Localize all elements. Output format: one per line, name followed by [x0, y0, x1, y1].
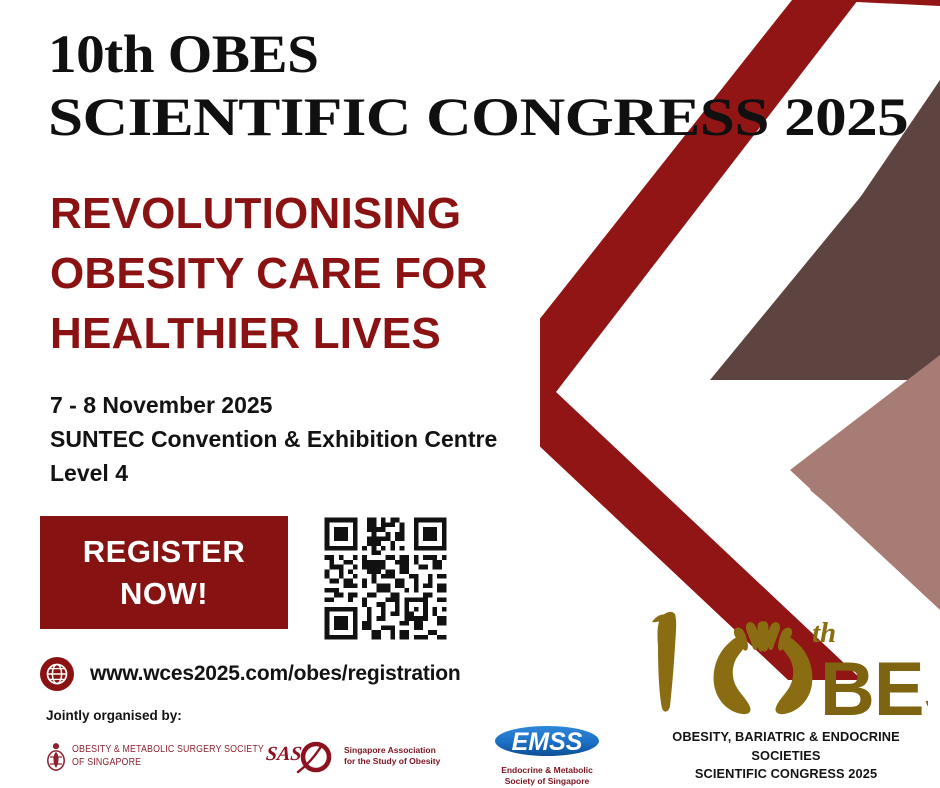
saso-logo: SAS Singapore Association for the Study …: [265, 736, 464, 776]
svg-text:EMSS: EMSS: [512, 728, 583, 756]
congress-logo: th BES OBESITY, BARIATRIC & ENDOCRINE SO…: [644, 602, 928, 784]
qr-code[interactable]: [320, 513, 456, 649]
page-title: 10th OBES SCIENTIFIC CONGRESS 2025: [48, 25, 918, 146]
omss-logo: OBESITY & METABOLIC SURGERY SOCIETY OF S…: [46, 741, 264, 771]
congress-tagline-line-2: SCIENTIFIC CONGRESS 2025: [694, 766, 878, 782]
organisers-label: Jointly organised by:: [46, 708, 182, 723]
tenth-obes-mark-icon: th BES: [644, 602, 928, 726]
emss-logo-text: Endocrine & Metabolic Society of Singapo…: [488, 765, 606, 787]
headline-line-1: REVOLUTIONISING: [50, 189, 462, 238]
event-level: Level 4: [50, 460, 128, 487]
globe-icon: [40, 657, 74, 691]
title-line-1: 10th OBES: [48, 24, 319, 84]
emss-line-1: Endocrine & Metabolic: [501, 764, 593, 775]
event-venue: SUNTEC Convention & Exhibition Centre: [50, 426, 498, 453]
headline-line-2: OBESITY CARE FOR: [50, 248, 488, 298]
website-url[interactable]: www.wces2025.com/obes/registration: [90, 662, 461, 685]
event-dates: 7 - 8 November 2025: [50, 392, 273, 418]
register-button-line-1: REGISTER: [82, 533, 246, 569]
headline-line-3: HEALTHIER LIVES: [50, 308, 441, 358]
svg-text:SAS: SAS: [266, 743, 303, 765]
emss-line-2: Society of Singapore: [504, 776, 590, 786]
congress-tagline: OBESITY, BARIATRIC & ENDOCRINE SOCIETIES…: [644, 728, 928, 784]
congress-tagline-line-1: OBESITY, BARIATRIC & ENDOCRINE SOCIETIES: [672, 729, 900, 763]
ordinal-th: th: [812, 617, 836, 649]
organiser-logo-row: OBESITY & METABOLIC SURGERY SOCIETY OF S…: [46, 725, 606, 786]
omss-line-1: OBESITY & METABOLIC SURGERY SOCIETY: [72, 743, 264, 756]
organisers-section: Jointly organised by: OBESITY & METABOLI…: [46, 708, 606, 786]
saso-wordmark-icon: SAS: [265, 736, 338, 776]
title-line-2: SCIENTIFIC CONGRESS 2025: [48, 87, 909, 148]
omss-emblem-icon: [46, 741, 66, 771]
website-row[interactable]: www.wces2025.com/obes/registration: [40, 657, 461, 691]
saso-line-1: Singapore Association: [344, 744, 436, 755]
theme-headline: REVOLUTIONISING OBESITY CARE FOR HEALTHI…: [50, 184, 570, 363]
bes-wordmark: BES: [820, 647, 928, 726]
register-button-line-2: NOW!: [119, 575, 209, 611]
saso-line-2: for the Study of Obesity: [344, 756, 441, 766]
omss-line-2: OF SINGAPORE: [72, 756, 142, 768]
emss-logo: EMSS Endocrine & Metabolic Society of Si…: [488, 725, 606, 787]
register-now-button[interactable]: REGISTER NOW!: [40, 516, 288, 629]
saso-logo-text: Singapore Association for the Study of O…: [344, 745, 440, 768]
event-details: 7 - 8 November 2025 SUNTEC Convention & …: [50, 388, 497, 490]
omss-logo-text: OBESITY & METABOLIC SURGERY SOCIETY OF S…: [72, 743, 264, 768]
emss-wordmark-icon: EMSS: [494, 725, 600, 761]
